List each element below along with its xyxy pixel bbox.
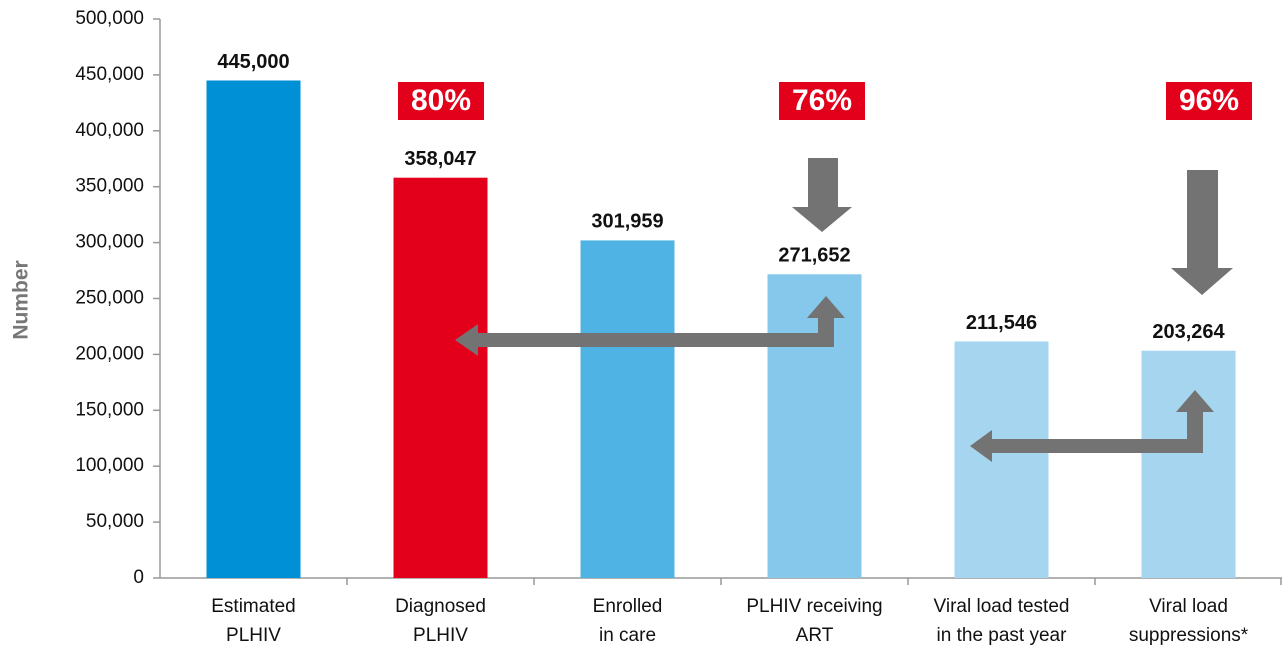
annotation: 80% [411, 84, 471, 117]
value-label: 211,546 [966, 312, 1037, 334]
y-tick-label: 0 [133, 567, 144, 588]
y-tick-label: 50,000 [86, 511, 144, 532]
x-tick-label: PLHIV [413, 625, 468, 646]
arrow [455, 296, 845, 356]
arrow [970, 390, 1214, 462]
value-label: 203,264 [1152, 321, 1225, 343]
y-tick-label: 350,000 [75, 176, 144, 197]
y-tick-label: 250,000 [75, 288, 144, 309]
bar [954, 341, 1049, 578]
x-tick-label: Enrolled [593, 596, 663, 617]
value-label: 301,959 [591, 211, 663, 233]
x-tick-label: Viral load [1149, 596, 1228, 617]
y-axis-label: Number [10, 260, 33, 339]
y-tick-label: 500,000 [75, 8, 144, 29]
x-tick-label: ART [796, 625, 834, 646]
bar [393, 177, 488, 578]
y-tick-label: 300,000 [75, 232, 144, 253]
y-tick-label: 400,000 [75, 120, 144, 141]
value-label: 271,652 [778, 245, 850, 267]
x-tick-label: PLHIV [226, 625, 281, 646]
bar [206, 80, 301, 579]
x-tick-label: in the past year [937, 625, 1068, 646]
x-tick-label: Viral load tested [934, 596, 1070, 617]
annotation-box [398, 82, 484, 120]
y-tick-label: 150,000 [75, 399, 144, 420]
y-tick-label: 450,000 [75, 64, 144, 85]
bar [767, 274, 862, 578]
value-label: 445,000 [217, 51, 289, 73]
arrow [792, 158, 852, 232]
y-tick-label: 200,000 [75, 343, 144, 364]
y-tick-label: 100,000 [75, 455, 144, 476]
x-tick-label: suppressions* [1129, 625, 1249, 646]
annotation-box [779, 82, 865, 120]
annotation: 76% [792, 84, 852, 117]
x-tick-label: in care [599, 625, 656, 646]
value-label: 358,047 [404, 148, 476, 170]
bar [580, 240, 675, 578]
x-tick-label: PLHIV receiving [746, 596, 882, 617]
x-tick-label: Estimated [211, 596, 295, 617]
annotation-box [1166, 82, 1252, 120]
annotation: 96% [1179, 84, 1239, 117]
arrow [1171, 170, 1233, 295]
bar [1141, 350, 1236, 578]
x-tick-label: Diagnosed [395, 596, 486, 617]
arrows [455, 158, 1233, 462]
